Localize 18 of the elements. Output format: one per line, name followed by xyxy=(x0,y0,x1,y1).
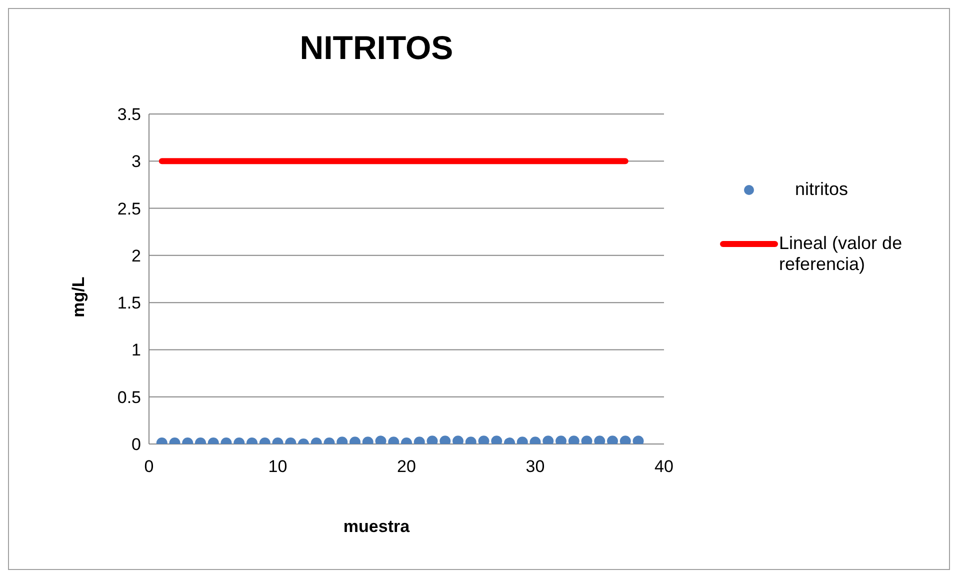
y-tick-label: 2 xyxy=(132,246,141,266)
y-tick-label: 1 xyxy=(132,340,141,360)
x-tick-label: 40 xyxy=(654,457,674,476)
y-tick-label: 3.5 xyxy=(117,105,141,124)
chart-title: NITRITOS xyxy=(298,29,454,67)
x-tick-label: 30 xyxy=(526,457,545,476)
legend-label: Lineal (valor de referencia) xyxy=(779,233,904,275)
y-tick-label: 1.5 xyxy=(117,294,141,313)
x-tick-label: 20 xyxy=(397,457,416,476)
x-tick-label: 0 xyxy=(144,457,154,476)
y-tick-label: 2.5 xyxy=(117,199,141,218)
y-tick-label: 3 xyxy=(132,152,141,172)
x-axis-title: muestra xyxy=(342,517,411,537)
y-axis-title: mg/L xyxy=(69,276,89,320)
legend-label: nitritos xyxy=(795,179,848,200)
y-tick-label: 0 xyxy=(132,435,141,454)
x-tick-label: 10 xyxy=(268,457,288,476)
y-tick-label: 0.5 xyxy=(117,388,141,407)
